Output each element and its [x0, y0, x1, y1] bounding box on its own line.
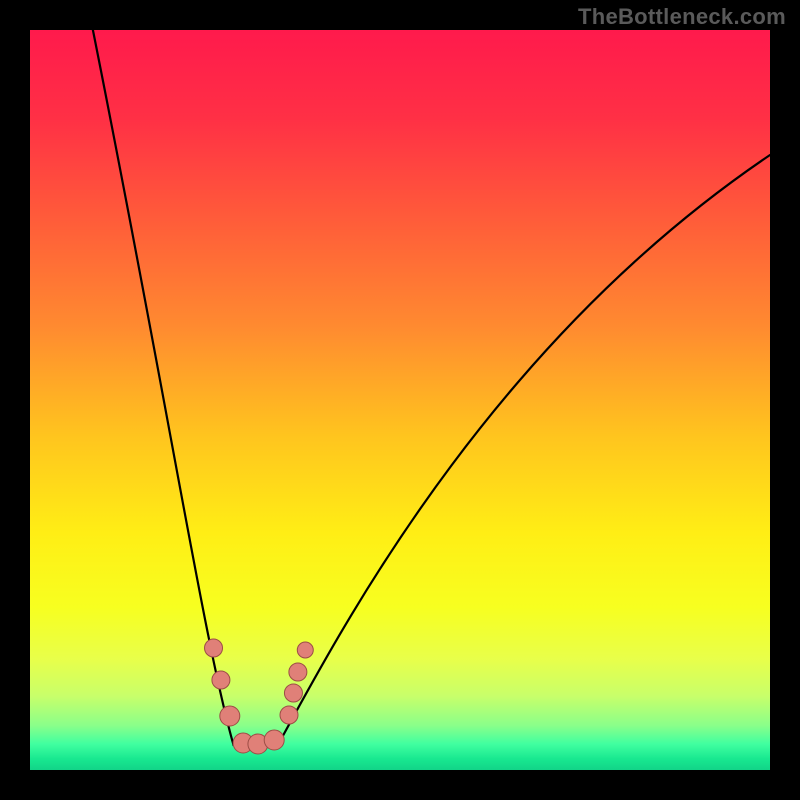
- data-marker: [212, 671, 230, 689]
- chart-svg: [0, 0, 800, 800]
- gradient-background: [30, 30, 770, 770]
- data-marker: [297, 642, 313, 658]
- data-marker: [280, 706, 298, 724]
- data-marker: [220, 706, 240, 726]
- data-marker: [205, 639, 223, 657]
- chart-frame: TheBottleneck.com: [0, 0, 800, 800]
- data-marker: [284, 684, 302, 702]
- data-marker: [289, 663, 307, 681]
- watermark-text: TheBottleneck.com: [578, 4, 786, 30]
- data-marker: [264, 730, 284, 750]
